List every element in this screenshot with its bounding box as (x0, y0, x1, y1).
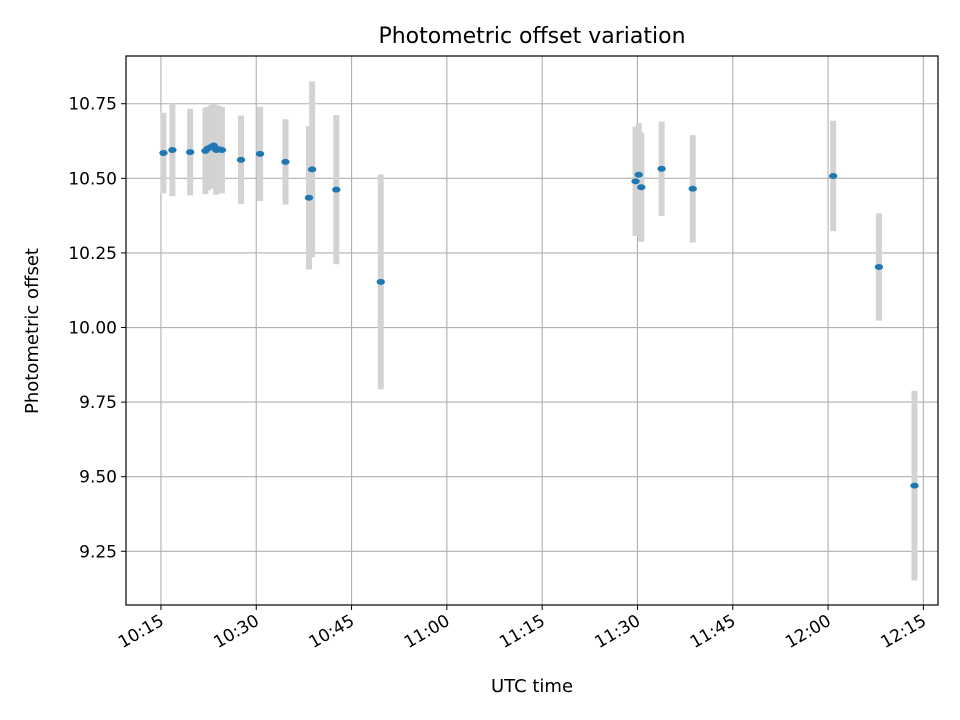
y-axis-label: Photometric offset (22, 248, 43, 414)
data-point (688, 185, 697, 192)
y-tick-label: 9.50 (79, 468, 117, 488)
plot-frame (125, 55, 939, 606)
data-point (185, 149, 195, 156)
data-point (236, 156, 246, 163)
data-point (304, 194, 314, 201)
x-axis-ticks: 10:15 10:30 10:45 11:00 11:15 11:30 11:45 12:00… (115, 605, 930, 653)
data-point (828, 172, 838, 179)
y-tick-label: 10.00 (68, 319, 117, 339)
data-point (376, 278, 385, 285)
x-tick-label: 11:30 (592, 611, 644, 653)
x-tick-label: 10:45 (306, 611, 358, 653)
data-point (332, 186, 341, 193)
data-point (255, 150, 265, 157)
y-tick-label: 10.25 (68, 244, 117, 264)
x-tick-label: 10:30 (210, 611, 262, 653)
y-axis-ticks: 9.25 9.50 9.75 10.00 10.25 10.50 10.75 (68, 95, 126, 562)
data-point (281, 158, 290, 165)
y-tick-label: 9.25 (79, 542, 117, 562)
x-tick-label: 12:00 (782, 611, 834, 653)
data-point (874, 263, 884, 270)
grid (126, 56, 938, 605)
errorbars (160, 81, 918, 581)
x-tick-label: 11:15 (496, 611, 548, 653)
x-tick-label: 12:15 (877, 611, 929, 653)
data-point (634, 171, 643, 178)
data-point (159, 149, 168, 156)
data-points (159, 142, 919, 489)
y-tick-label: 10.50 (68, 169, 117, 189)
data-point (910, 482, 919, 489)
data-point (637, 184, 646, 191)
x-tick-label: 11:45 (687, 611, 739, 653)
data-point (307, 166, 317, 173)
data-point (657, 165, 666, 172)
data-point (217, 146, 227, 153)
x-axis-label: UTC time (491, 676, 573, 697)
x-tick-label: 10:15 (115, 611, 167, 653)
chart-title: Photometric offset variation (378, 24, 685, 49)
data-point (631, 178, 640, 185)
x-tick-label: 11:00 (401, 611, 453, 653)
data-point (168, 146, 177, 153)
y-tick-label: 9.75 (79, 393, 117, 413)
y-tick-label: 10.75 (68, 95, 117, 115)
